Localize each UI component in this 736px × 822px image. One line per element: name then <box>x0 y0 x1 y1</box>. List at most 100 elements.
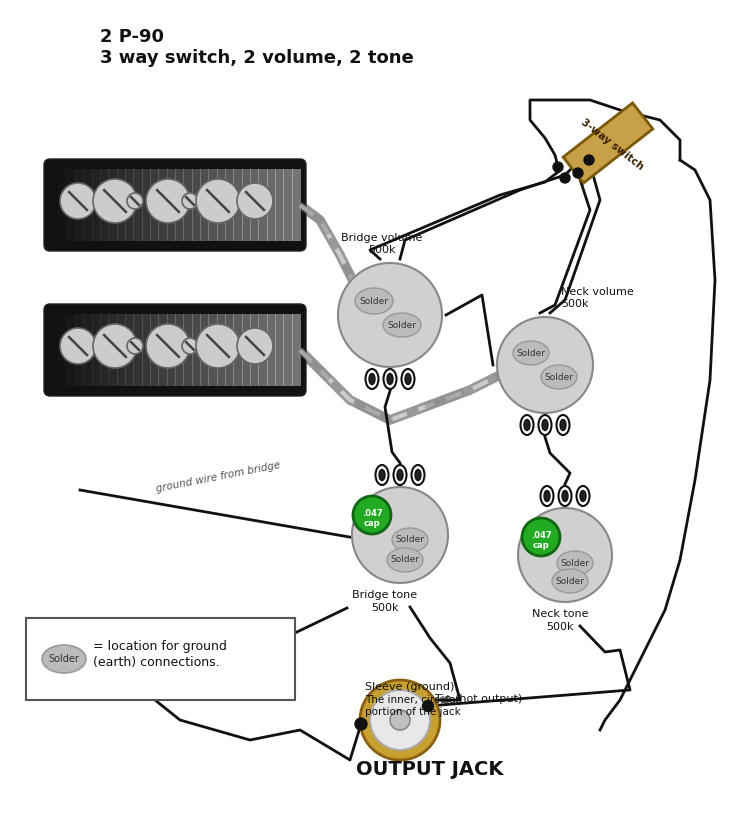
Circle shape <box>584 155 594 165</box>
FancyBboxPatch shape <box>150 314 159 386</box>
FancyBboxPatch shape <box>92 314 101 386</box>
Circle shape <box>196 324 240 368</box>
Ellipse shape <box>355 288 393 314</box>
Circle shape <box>573 168 583 178</box>
Circle shape <box>182 193 198 209</box>
Circle shape <box>370 690 430 750</box>
Circle shape <box>127 193 143 209</box>
FancyBboxPatch shape <box>100 314 110 386</box>
Ellipse shape <box>513 341 549 365</box>
Circle shape <box>422 700 434 712</box>
FancyBboxPatch shape <box>283 314 293 386</box>
FancyBboxPatch shape <box>166 314 176 386</box>
FancyBboxPatch shape <box>191 314 201 386</box>
Ellipse shape <box>415 469 421 481</box>
Ellipse shape <box>411 465 425 485</box>
Ellipse shape <box>379 469 385 481</box>
Circle shape <box>146 179 190 223</box>
FancyBboxPatch shape <box>233 169 243 241</box>
Ellipse shape <box>560 419 566 431</box>
FancyBboxPatch shape <box>117 169 126 241</box>
Circle shape <box>60 328 96 364</box>
FancyBboxPatch shape <box>275 314 284 386</box>
Ellipse shape <box>375 465 389 485</box>
FancyBboxPatch shape <box>83 169 93 241</box>
FancyBboxPatch shape <box>26 618 295 700</box>
Text: 500k: 500k <box>546 622 574 632</box>
FancyBboxPatch shape <box>150 169 159 241</box>
FancyBboxPatch shape <box>233 314 243 386</box>
FancyBboxPatch shape <box>216 169 226 241</box>
FancyBboxPatch shape <box>225 314 234 386</box>
Text: 500k: 500k <box>368 245 396 255</box>
Circle shape <box>560 173 570 183</box>
Ellipse shape <box>580 491 586 501</box>
FancyBboxPatch shape <box>250 169 259 241</box>
Text: Bridge tone: Bridge tone <box>353 590 417 600</box>
Ellipse shape <box>392 528 428 552</box>
Ellipse shape <box>524 419 530 431</box>
FancyBboxPatch shape <box>125 314 135 386</box>
FancyBboxPatch shape <box>258 314 268 386</box>
Ellipse shape <box>42 645 86 673</box>
Circle shape <box>146 324 190 368</box>
Text: .047: .047 <box>531 530 551 539</box>
Ellipse shape <box>540 486 553 506</box>
Text: (earth) connections.: (earth) connections. <box>93 656 219 669</box>
Text: cap: cap <box>533 541 549 549</box>
Ellipse shape <box>562 491 568 501</box>
Text: Sleeve (ground).: Sleeve (ground). <box>365 682 458 692</box>
Text: Solder: Solder <box>391 556 420 565</box>
FancyBboxPatch shape <box>283 169 293 241</box>
Ellipse shape <box>576 486 590 506</box>
Text: Solder: Solder <box>359 297 389 306</box>
FancyBboxPatch shape <box>275 169 284 241</box>
Circle shape <box>353 496 391 534</box>
Text: Solder: Solder <box>387 321 417 330</box>
Circle shape <box>518 508 612 602</box>
Text: Solder: Solder <box>545 372 573 381</box>
Ellipse shape <box>544 491 550 501</box>
FancyBboxPatch shape <box>250 314 259 386</box>
Text: = location for ground: = location for ground <box>93 640 227 653</box>
FancyBboxPatch shape <box>117 314 126 386</box>
Polygon shape <box>563 103 653 183</box>
FancyBboxPatch shape <box>208 169 218 241</box>
FancyBboxPatch shape <box>158 169 168 241</box>
Circle shape <box>522 518 560 556</box>
Circle shape <box>182 338 198 354</box>
FancyBboxPatch shape <box>291 169 301 241</box>
Text: Solder: Solder <box>49 654 79 664</box>
Ellipse shape <box>520 415 534 435</box>
Text: The inner, circular: The inner, circular <box>365 695 460 705</box>
FancyBboxPatch shape <box>108 314 118 386</box>
FancyBboxPatch shape <box>258 169 268 241</box>
Text: 500k: 500k <box>371 603 399 613</box>
Text: 3-way switch: 3-way switch <box>579 118 645 173</box>
FancyBboxPatch shape <box>133 169 143 241</box>
Circle shape <box>196 179 240 223</box>
FancyBboxPatch shape <box>175 169 184 241</box>
Text: Solder: Solder <box>556 576 584 585</box>
Circle shape <box>352 487 448 583</box>
Text: Bridge volume: Bridge volume <box>342 233 422 243</box>
Ellipse shape <box>383 313 421 337</box>
FancyBboxPatch shape <box>208 314 218 386</box>
FancyBboxPatch shape <box>75 169 85 241</box>
Text: portion of the jack: portion of the jack <box>365 707 461 717</box>
FancyBboxPatch shape <box>141 169 151 241</box>
FancyBboxPatch shape <box>158 314 168 386</box>
Text: cap: cap <box>364 519 381 528</box>
FancyBboxPatch shape <box>166 169 176 241</box>
FancyBboxPatch shape <box>241 169 251 241</box>
FancyBboxPatch shape <box>266 169 276 241</box>
Circle shape <box>237 183 273 219</box>
FancyBboxPatch shape <box>108 169 118 241</box>
FancyBboxPatch shape <box>100 169 110 241</box>
FancyBboxPatch shape <box>191 169 201 241</box>
Circle shape <box>355 718 367 730</box>
FancyBboxPatch shape <box>183 169 193 241</box>
Circle shape <box>237 328 273 364</box>
Text: Tip (hot output): Tip (hot output) <box>435 694 523 704</box>
FancyBboxPatch shape <box>133 314 143 386</box>
